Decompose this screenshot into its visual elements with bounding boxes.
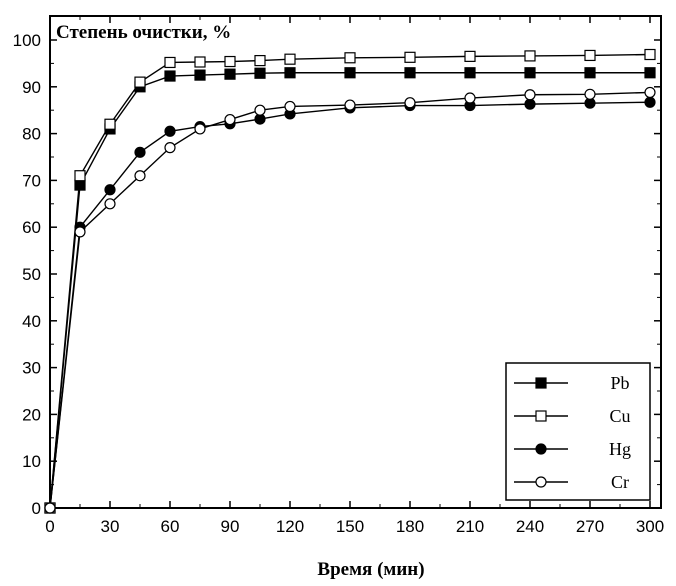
x-tick-label: 240 — [516, 517, 544, 536]
y-axis-title: Степень очистки, % — [56, 22, 231, 43]
data-point-hg — [104, 184, 116, 196]
data-point-cu — [284, 53, 296, 65]
data-point-hg — [644, 96, 656, 108]
data-point-hg — [524, 98, 536, 110]
data-point-cu — [194, 56, 206, 68]
x-tick-label: 30 — [101, 517, 120, 536]
y-tick-label: 70 — [22, 171, 41, 190]
y-tick-label: 40 — [22, 312, 41, 331]
data-point-cr — [74, 226, 86, 238]
x-tick-label: 150 — [336, 517, 364, 536]
legend-label-hg: Hg — [609, 439, 631, 459]
legend: Pb Cu Hg Cr — [505, 362, 651, 501]
y-tick-label: 90 — [22, 78, 41, 97]
series-cr — [44, 86, 656, 514]
data-point-cu — [134, 76, 146, 88]
data-point-cr — [44, 502, 56, 514]
y-tick-label: 10 — [22, 452, 41, 471]
x-tick-label: 0 — [45, 517, 54, 536]
legend-item-hg: Hg — [514, 439, 631, 459]
data-point-pb — [584, 67, 596, 79]
data-point-cr — [254, 104, 266, 116]
x-axis-title: Время (мин) — [317, 559, 424, 580]
data-point-pb — [254, 67, 266, 79]
data-point-cu — [254, 54, 266, 67]
data-point-cu — [224, 55, 236, 68]
y-tick-label: 100 — [13, 31, 41, 50]
data-point-pb — [194, 69, 206, 81]
data-point-cr — [134, 170, 146, 182]
legend-item-pb: Pb — [514, 373, 630, 393]
data-point-cr — [224, 113, 236, 126]
y-tick-label: 60 — [22, 218, 41, 237]
data-point-pb — [464, 67, 476, 79]
x-tick-label: 300 — [636, 517, 664, 536]
legend-marker-cu — [535, 410, 547, 422]
data-point-cr — [344, 99, 356, 111]
legend-marker-cr — [535, 476, 547, 488]
data-point-pb — [644, 67, 656, 79]
data-point-cr — [464, 92, 476, 104]
x-tick-label: 210 — [456, 517, 484, 536]
y-tick-label: 20 — [22, 405, 41, 424]
x-tick-label: 90 — [221, 517, 240, 536]
data-point-pb — [284, 67, 296, 79]
data-point-cr — [584, 88, 596, 100]
data-point-hg — [134, 146, 146, 158]
legend-item-cr: Cr — [514, 472, 629, 492]
legend-label-cu: Cu — [609, 406, 630, 426]
x-tick-label: 270 — [576, 517, 604, 536]
data-point-cu — [404, 51, 416, 63]
data-point-cu — [164, 56, 176, 69]
x-tick-label: 60 — [161, 517, 180, 536]
data-point-pb — [164, 70, 176, 82]
axes: 0 30 60 90 120 150 180 210 240 270 300 0 10 20 30 40 50 6… — [13, 15, 664, 536]
data-point-cr — [104, 198, 116, 210]
legend-marker-hg — [535, 443, 547, 455]
series-layer — [44, 48, 656, 514]
data-point-cu — [344, 52, 356, 64]
series-cu — [44, 48, 656, 514]
data-point-pb — [404, 67, 416, 79]
data-point-cr — [644, 86, 656, 99]
data-point-hg — [164, 125, 176, 137]
data-point-cu — [74, 170, 86, 182]
data-point-pb — [224, 68, 236, 80]
legend-label-pb: Pb — [610, 373, 629, 393]
x-tick-label: 180 — [396, 517, 424, 536]
legend-marker-pb — [535, 377, 547, 389]
data-point-pb — [344, 67, 356, 79]
data-point-cr — [194, 123, 206, 135]
data-point-cr — [164, 142, 176, 154]
x-tick-label: 120 — [276, 517, 304, 536]
data-point-cr — [524, 89, 536, 101]
legend-box — [505, 362, 651, 501]
data-point-cu — [464, 50, 476, 62]
y-tick-label: 30 — [22, 359, 41, 378]
legend-item-cu: Cu — [514, 406, 631, 426]
data-point-cu — [524, 50, 536, 62]
y-tick-label: 80 — [22, 125, 41, 144]
y-tick-label: 50 — [22, 265, 41, 284]
data-point-pb — [524, 67, 536, 79]
plot-frame — [49, 15, 662, 509]
data-point-cu — [104, 118, 116, 130]
data-point-cu — [584, 49, 596, 62]
y-tick-label: 0 — [32, 499, 41, 518]
data-point-cu — [644, 48, 656, 61]
data-point-cr — [404, 97, 416, 109]
legend-label-cr: Cr — [611, 472, 629, 492]
data-point-cr — [284, 100, 296, 113]
